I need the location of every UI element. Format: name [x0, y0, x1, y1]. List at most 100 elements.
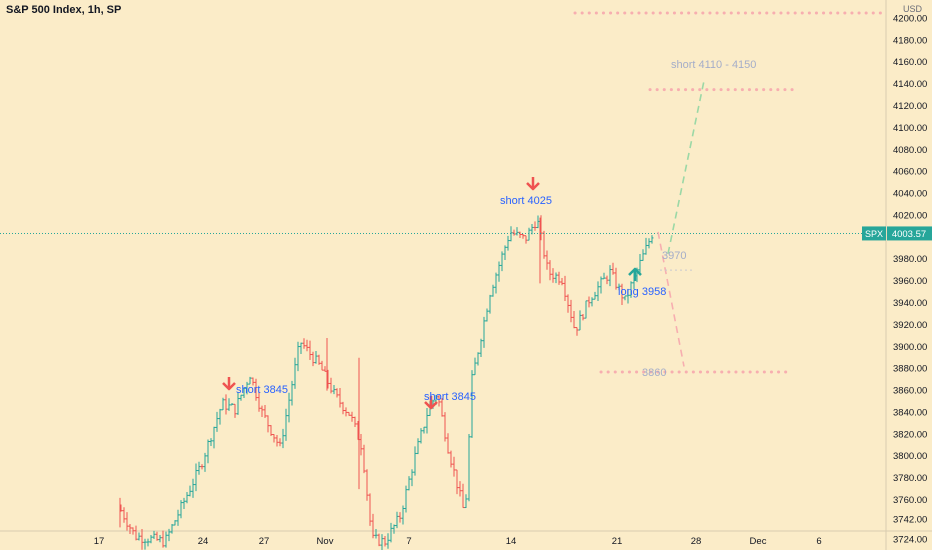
candle — [515, 227, 519, 236]
candle — [560, 278, 564, 286]
candle — [566, 294, 570, 313]
candle — [179, 500, 183, 519]
y-tick-label: 3760.00 — [893, 495, 927, 506]
candle — [602, 272, 606, 280]
candle — [581, 313, 585, 321]
candle — [476, 352, 480, 366]
candle — [152, 530, 156, 539]
candle — [521, 233, 525, 239]
annotation-short-3845-a: short 3845 — [236, 384, 288, 396]
candle — [350, 411, 354, 422]
candle — [557, 271, 561, 285]
candle — [182, 497, 186, 510]
projection-up — [667, 80, 705, 254]
candle — [287, 392, 291, 423]
y-tick-label: 3800.00 — [893, 451, 927, 462]
candle — [473, 357, 477, 376]
y-tick-label: 4060.00 — [893, 167, 927, 178]
candle — [254, 378, 258, 401]
candle — [641, 249, 645, 261]
annotation-long-3958: long 3958 — [618, 286, 666, 298]
candle — [281, 428, 285, 449]
candle — [644, 237, 648, 255]
symbol-badge — [862, 226, 886, 241]
candle — [224, 394, 228, 415]
candle — [563, 275, 567, 302]
y-tick-label: 3900.00 — [893, 342, 927, 353]
long-arrow-3958-head — [628, 267, 642, 276]
candle — [527, 227, 531, 241]
annotation-short-3845-b: short 3845 — [424, 391, 476, 403]
candle — [251, 377, 255, 386]
candle — [590, 297, 594, 307]
candle — [242, 387, 246, 398]
candle — [479, 338, 483, 358]
candle — [467, 433, 471, 502]
x-tick-label: 6 — [816, 536, 821, 547]
candle — [236, 392, 240, 415]
annotation-3970: 3970 — [662, 250, 686, 262]
y-tick-label: 4080.00 — [893, 145, 927, 156]
candles — [119, 215, 654, 550]
candle — [587, 296, 591, 308]
candle — [260, 405, 264, 417]
candle — [161, 530, 165, 548]
y-tick-label: 4140.00 — [893, 79, 927, 90]
candle — [128, 523, 132, 534]
candle — [149, 535, 153, 544]
y-tick-label: 3920.00 — [893, 320, 927, 331]
candle — [146, 538, 150, 547]
candle — [416, 438, 420, 455]
candle — [401, 505, 405, 525]
candle — [638, 254, 642, 276]
candle — [413, 446, 417, 476]
candle — [203, 452, 207, 472]
candle — [404, 485, 408, 513]
x-tick-label: 7 — [406, 536, 411, 547]
candle — [191, 478, 195, 498]
candle — [455, 469, 459, 495]
candle — [419, 428, 423, 444]
candle — [611, 262, 615, 275]
y-tick-label: 3780.00 — [893, 473, 927, 484]
candle — [188, 485, 192, 497]
candle — [368, 493, 372, 526]
candle — [443, 412, 447, 442]
candle — [323, 366, 327, 372]
candle — [167, 528, 171, 542]
candle — [248, 376, 252, 385]
candle — [437, 395, 441, 407]
x-tick-label: 24 — [198, 536, 209, 547]
candle — [389, 522, 393, 543]
candle — [332, 385, 336, 395]
candle — [545, 250, 549, 270]
y-tick-label: 4040.00 — [893, 189, 927, 200]
candle — [518, 231, 522, 238]
y-tick-label: 3880.00 — [893, 364, 927, 375]
candle — [143, 538, 147, 550]
candle — [524, 235, 528, 244]
candle — [377, 533, 381, 547]
y-tick-label: 3940.00 — [893, 298, 927, 309]
candle — [629, 281, 633, 298]
candle — [440, 398, 444, 417]
candle — [134, 525, 138, 541]
candle — [164, 531, 168, 548]
candle — [593, 291, 597, 300]
candle — [392, 524, 396, 534]
candle — [359, 433, 363, 456]
candle — [575, 327, 579, 336]
candle — [461, 483, 465, 509]
candle — [263, 404, 267, 418]
candle — [383, 535, 387, 547]
y-tick-label: 3960.00 — [893, 276, 927, 287]
candle — [341, 401, 345, 415]
candle — [548, 260, 552, 281]
candle — [278, 438, 282, 447]
short-arrow-3845-a-head — [222, 382, 236, 391]
candle — [158, 535, 162, 543]
last-price-badge — [887, 226, 932, 241]
candle — [170, 523, 174, 534]
